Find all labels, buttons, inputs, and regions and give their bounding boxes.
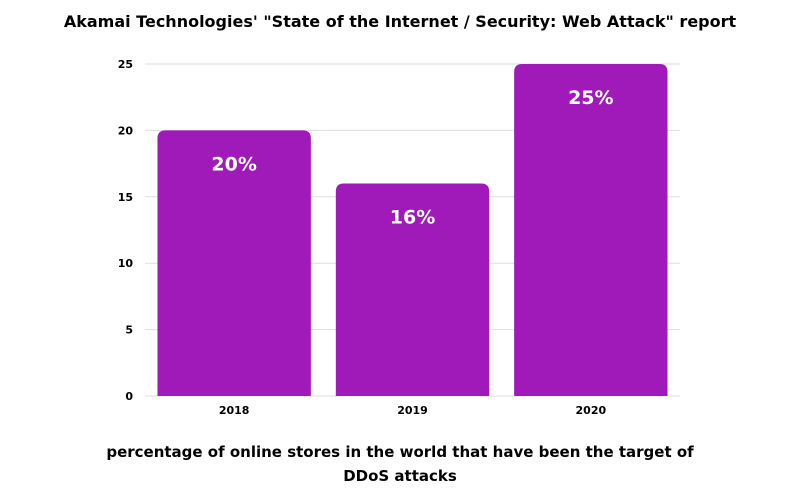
y-tick-label: 10 [118, 257, 134, 270]
y-tick-label: 25 [118, 58, 133, 71]
data-labels: 20% 16% 25% [211, 87, 613, 229]
y-axis-ticks: 0 5 10 15 20 25 [118, 58, 134, 403]
data-label-2020: 25% [568, 87, 613, 109]
x-tick-label: 2020 [576, 404, 607, 417]
y-tick-label: 0 [125, 390, 133, 403]
bar-2020 [514, 64, 668, 396]
x-axis-ticks: 2018 2019 2020 [219, 404, 607, 417]
x-tick-label: 2018 [219, 404, 250, 417]
x-tick-label: 2019 [397, 404, 428, 417]
y-tick-label: 5 [125, 324, 133, 337]
bar-2019 [335, 183, 490, 396]
data-label-2019: 16% [390, 207, 435, 229]
x-axis-title: percentage of online stores in the world… [106, 443, 694, 485]
data-label-2018: 20% [211, 153, 256, 175]
y-tick-label: 15 [118, 191, 133, 204]
y-tick-label: 20 [118, 124, 134, 137]
chart-title: Akamai Technologies' "State of the Inter… [63, 12, 737, 31]
bars [157, 64, 668, 396]
bar-2018 [157, 130, 311, 396]
